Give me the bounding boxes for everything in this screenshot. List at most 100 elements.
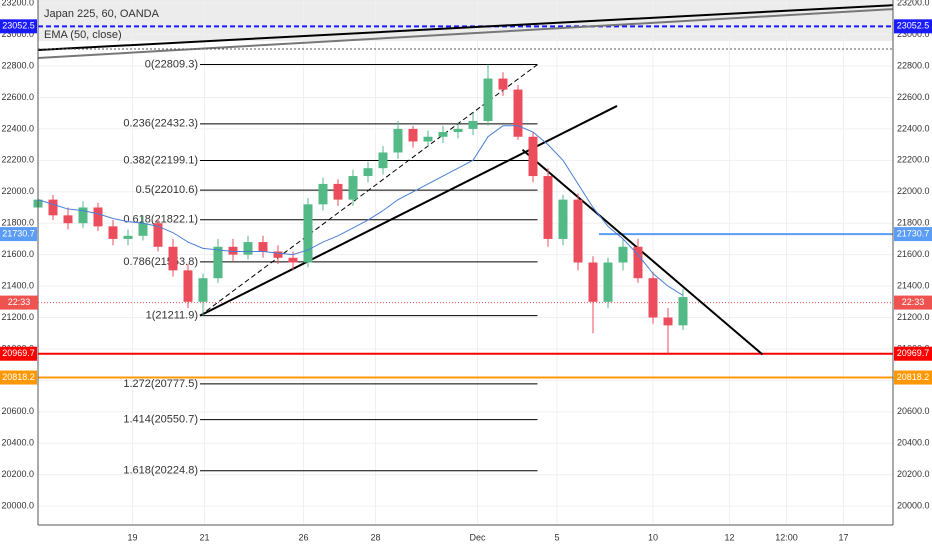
y-tick-label-left: 20600.0 (1, 406, 34, 416)
price-tag-left (0, 370, 37, 385)
candle-body (273, 251, 283, 258)
y-tick-label-left: 21400.0 (1, 280, 34, 290)
candle-body (363, 168, 373, 177)
candle-body (408, 128, 418, 142)
candle-body (423, 136, 433, 142)
candle-body (168, 246, 178, 271)
price-tag-right-text: 20969.7 (897, 348, 930, 358)
candle-body (633, 246, 643, 279)
y-tick-label-right: 22800.0 (897, 60, 930, 70)
candle-body (123, 235, 133, 239)
price-tag-left (0, 346, 37, 361)
candle-body (528, 136, 538, 177)
y-tick-label-right: 22600.0 (897, 92, 930, 102)
trend-line (199, 64, 538, 317)
y-tick-label-right: 20600.0 (897, 406, 930, 416)
y-tick-label-left: 21200.0 (1, 312, 34, 322)
x-tick-label: 19 (127, 532, 137, 542)
price-tag-right (894, 346, 932, 361)
price-tag-right (894, 227, 932, 242)
candle-body (483, 78, 493, 122)
y-tick-label-right: 20000.0 (897, 501, 930, 511)
candle-body (588, 262, 598, 302)
y-tick-label-left: 20200.0 (1, 469, 34, 479)
fib-label: 1(21211.9) (146, 310, 198, 322)
y-tick-label-right: 21600.0 (897, 249, 930, 259)
candle-body (603, 262, 613, 302)
candle-body (153, 223, 163, 247)
price-tag-right-text: 20818.2 (897, 372, 930, 382)
candle-body (573, 199, 583, 263)
x-tick-label: 28 (370, 532, 380, 542)
candle-body (333, 183, 343, 200)
candle-body (348, 176, 358, 200)
ema-line (37, 125, 684, 296)
y-tick-label-right: 21400.0 (897, 280, 930, 290)
y-tick-label-right: 22000.0 (897, 186, 930, 196)
fib-label: 0.786(21553.8) (123, 256, 198, 268)
candle-body (48, 199, 58, 216)
current-price-tag-text: 22:33 (902, 297, 925, 307)
indicator-label: EMA (50, close) (44, 29, 122, 41)
y-tick-label-right: 21800.0 (897, 218, 930, 228)
price-tag-left (0, 227, 37, 242)
y-tick-label-left: 21800.0 (1, 218, 34, 228)
trend-line (37, 8, 894, 59)
price-tag-left-text: 20969.7 (2, 348, 35, 358)
y-tick-label-right: 22200.0 (897, 155, 930, 165)
candle-body (468, 121, 478, 129)
candle-body (618, 246, 628, 263)
candle-body (393, 128, 403, 153)
fib-label: 1.272(20777.5) (123, 378, 198, 390)
candle-body (138, 223, 148, 236)
y-tick-label-right: 20400.0 (897, 438, 930, 448)
y-tick-label-right: 23000.0 (897, 29, 930, 39)
y-tick-label-left: 22400.0 (1, 123, 34, 133)
candle-body (303, 204, 313, 263)
candle-body (438, 132, 448, 137)
y-tick-label-left: 22600.0 (1, 92, 34, 102)
candle-body (93, 207, 103, 227)
candle-body (543, 176, 553, 239)
y-tick-label-left: 20000.0 (1, 501, 34, 511)
price-tag-left-text: 20818.2 (2, 372, 35, 382)
current-price-tag (894, 295, 932, 310)
current-price-tag-text: 22:33 (8, 297, 31, 307)
fib-label: 1.414(20550.7) (123, 413, 198, 425)
trend-line (199, 105, 618, 317)
candle-body (78, 207, 88, 224)
candle-body (243, 242, 253, 255)
price-tag-right-text: 23052.5 (897, 21, 930, 31)
price-tag-right (894, 370, 932, 385)
candle-body (648, 278, 658, 318)
y-tick-label-right: 21200.0 (897, 312, 930, 322)
y-tick-label-right: 23200.0 (897, 0, 930, 8)
y-tick-label-right: 22400.0 (897, 123, 930, 133)
price-tag-right (894, 19, 932, 34)
trend-line (37, 4, 894, 51)
candle-body (183, 270, 193, 302)
y-tick-label-left: 20400.0 (1, 438, 34, 448)
x-tick-label: 17 (838, 532, 848, 542)
y-tick-label-left: 21600.0 (1, 249, 34, 259)
y-tick-label-left: 22200.0 (1, 155, 34, 165)
candle-body (663, 317, 673, 326)
candle-body (513, 89, 523, 137)
fib-label: 0.382(22199.1) (123, 154, 198, 166)
candle-body (108, 226, 118, 239)
x-tick-label: 26 (298, 532, 308, 542)
fib-label: 0.5(22010.6) (136, 184, 198, 196)
fib-label: 0(22809.3) (145, 58, 198, 70)
candle-body (258, 242, 268, 252)
x-tick-label: Dec (469, 532, 486, 542)
x-tick-label: 21 (199, 532, 209, 542)
candle-body (498, 78, 508, 90)
price-tag-left (0, 19, 37, 34)
x-tick-label: 12:00 (775, 532, 798, 542)
candle-body (63, 215, 73, 224)
y-tick-label-left: 23200.0 (1, 0, 34, 8)
y-tick-label-left: 23000.0 (1, 29, 34, 39)
price-tag-left-text: 23052.5 (2, 21, 35, 31)
candle-body (198, 278, 208, 302)
